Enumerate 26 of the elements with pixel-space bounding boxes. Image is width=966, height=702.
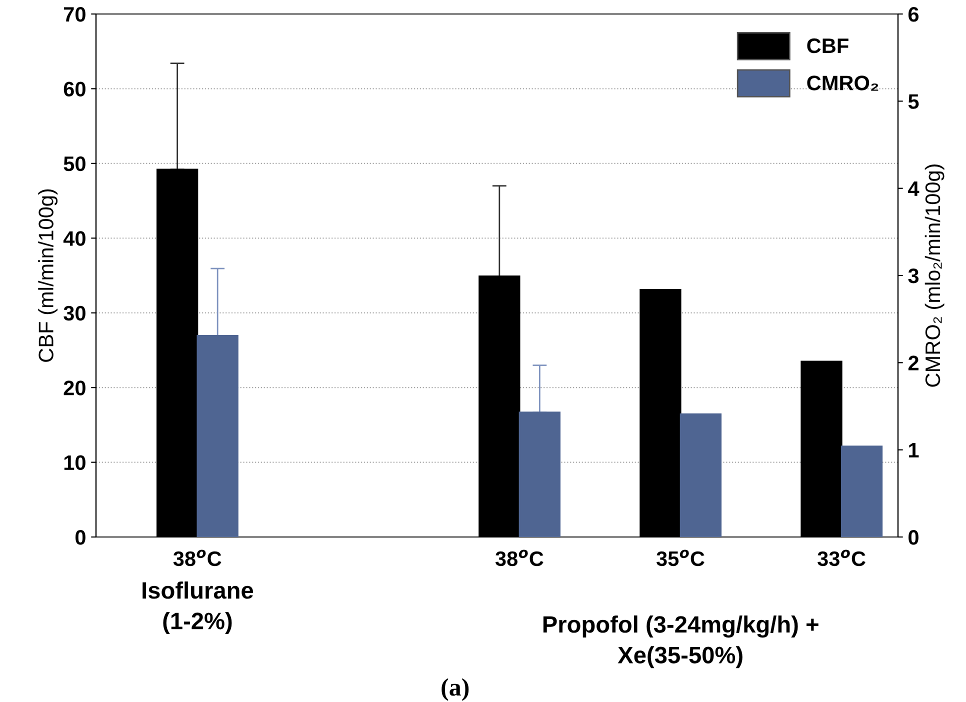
y-tick-label: 40 <box>63 231 86 246</box>
y2-axis-title: CMRO₂ (mlo₂/min/100g) <box>924 164 944 387</box>
y-tick-label: 0 <box>76 530 86 545</box>
x-tick-label: 33$^{o}$C <box>818 550 866 566</box>
y-tick-label: 70 <box>64 7 86 22</box>
legend-label: CBF <box>807 38 848 54</box>
text: Propofol (3-24mg/kg/h) + Xe(35-50%) <box>543 615 818 668</box>
x-tick-label: 38$^{o}$C <box>173 550 222 566</box>
y-tick-label: 50 <box>64 156 86 172</box>
y-tick-label: 30 <box>64 306 86 321</box>
x-tick-label: 35$^{o}$C <box>656 550 704 566</box>
y2-tick-label: 2 <box>908 356 918 370</box>
y-tick-label: 10 <box>64 455 86 470</box>
text: Isoflurane (1-2%) <box>142 581 254 634</box>
y2-tick-label: 5 <box>908 94 919 109</box>
y2-tick-label: 6 <box>908 7 919 22</box>
text: (a) <box>442 678 469 701</box>
y2-tick-label: 0 <box>908 530 918 545</box>
y-tick-label: 20 <box>64 380 86 396</box>
y2-tick-label: 4 <box>908 182 920 196</box>
x-tick-label: 38$^{o}$C <box>495 550 544 566</box>
y-tick-label: 60 <box>64 82 86 96</box>
y2-tick-label: 1 <box>909 443 919 458</box>
legend-label: CMRO₂ <box>807 76 878 91</box>
y-axis-title: CBF (ml/min/100g) <box>38 189 58 362</box>
y2-tick-label: 3 <box>908 268 919 284</box>
